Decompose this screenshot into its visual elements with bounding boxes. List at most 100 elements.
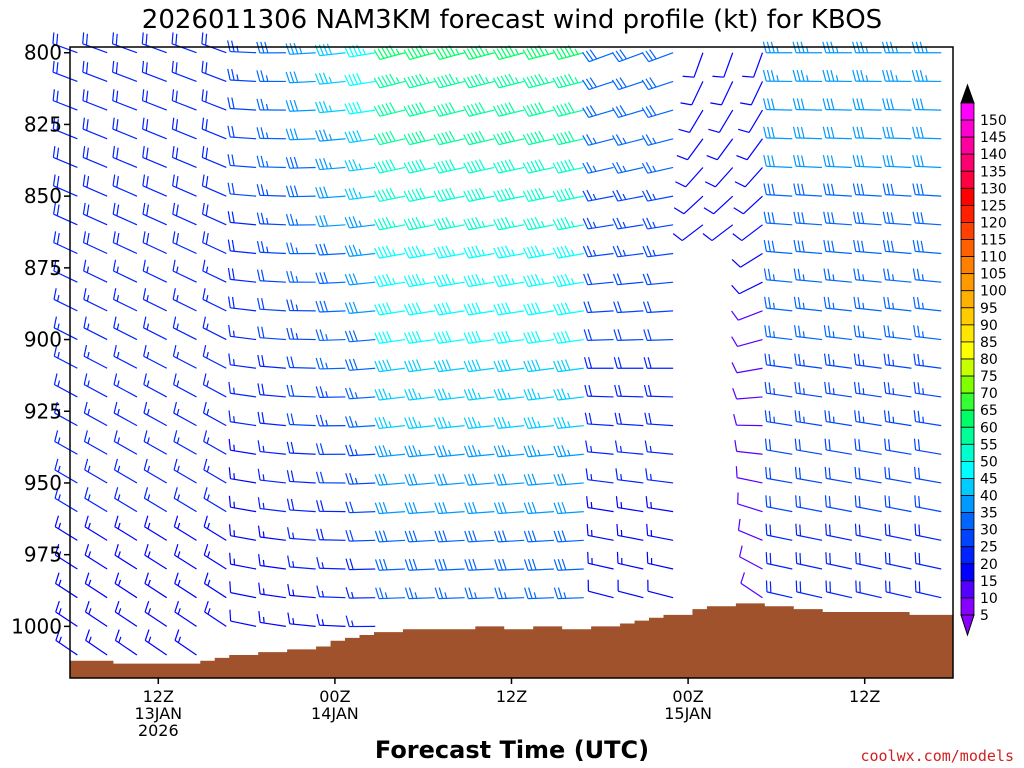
wind-barb xyxy=(344,330,376,343)
wind-barb xyxy=(142,316,167,341)
wind-barb xyxy=(522,130,555,146)
x-axis-label: Forecast Time (UTC) xyxy=(375,736,649,764)
wind-barb xyxy=(172,174,197,197)
wind-barb xyxy=(403,130,435,146)
wind-barb xyxy=(852,154,882,169)
wind-barb xyxy=(463,359,495,373)
wind-barb xyxy=(824,438,852,455)
colorbar-segment xyxy=(960,187,975,206)
wind-barb xyxy=(315,329,346,342)
wind-barb xyxy=(374,416,406,429)
wind-barb xyxy=(854,466,882,484)
wind-barb xyxy=(228,524,257,541)
colorbar-segment xyxy=(960,392,975,411)
wind-barb xyxy=(523,530,555,543)
wind-barb xyxy=(583,301,614,314)
colorbar-label: 45 xyxy=(980,471,998,487)
colorbar-segment xyxy=(960,409,975,428)
wind-barb xyxy=(792,69,823,83)
x-tick-label: 12Z xyxy=(143,687,174,706)
wind-barb xyxy=(344,301,376,314)
wind-barb xyxy=(739,81,764,106)
colorbar-segment xyxy=(960,426,975,445)
wind-barb xyxy=(553,445,584,458)
wind-barb xyxy=(113,344,138,369)
colorbar-bottom-arrow xyxy=(960,614,975,637)
wind-barb xyxy=(315,414,346,427)
wind-barb xyxy=(54,430,78,455)
wind-barb xyxy=(614,412,644,427)
wind-barb xyxy=(344,187,376,201)
wind-barb xyxy=(795,523,823,541)
wind-barb xyxy=(794,466,823,484)
wind-barb xyxy=(345,529,376,542)
wind-barb xyxy=(822,126,852,140)
wind-barb xyxy=(794,381,823,398)
wind-barb xyxy=(611,49,644,63)
wind-barb xyxy=(882,98,912,111)
wind-barb xyxy=(227,97,257,111)
plot-area: 800825850875900925950975100012Z13JAN2026… xyxy=(11,32,954,740)
wind-barb xyxy=(344,387,376,400)
wind-barb xyxy=(494,587,525,600)
wind-barb xyxy=(672,224,704,242)
wind-barb xyxy=(84,572,108,599)
wind-barb xyxy=(822,69,852,83)
wind-barb xyxy=(914,523,942,541)
wind-barb xyxy=(731,362,763,374)
wind-barb xyxy=(612,245,644,258)
wind-barb xyxy=(731,252,763,268)
wind-barb xyxy=(55,600,78,627)
wind-barb xyxy=(552,330,584,344)
wind-barb xyxy=(201,89,227,111)
y-tick-label: 925 xyxy=(24,399,62,423)
wind-barb xyxy=(52,60,78,82)
wind-barb xyxy=(227,182,257,197)
wind-barb xyxy=(852,98,882,111)
wind-barb xyxy=(795,580,823,599)
wind-barb xyxy=(765,466,793,484)
wind-barb xyxy=(493,302,525,316)
wind-barb xyxy=(314,72,346,85)
wind-barb xyxy=(552,302,584,316)
wind-barb xyxy=(316,528,346,541)
colorbar-segment xyxy=(960,529,975,548)
wind-barb xyxy=(493,445,525,458)
wind-barb xyxy=(552,159,584,174)
wind-barb xyxy=(144,544,168,570)
wind-barb xyxy=(730,310,763,321)
wind-barb xyxy=(434,501,465,515)
wind-barb xyxy=(227,40,257,54)
wind-barb xyxy=(644,412,674,427)
wind-barb xyxy=(493,216,525,231)
y-tick-label: 875 xyxy=(24,256,62,280)
wind-barb xyxy=(227,239,257,255)
wind-barb xyxy=(552,130,584,146)
wind-barb xyxy=(404,530,435,543)
colorbar-label: 90 xyxy=(980,318,998,334)
wind-barb xyxy=(173,458,197,484)
wind-barb xyxy=(523,330,555,344)
wind-barb xyxy=(613,357,644,369)
wind-barb xyxy=(53,288,78,312)
wind-barb xyxy=(524,587,554,600)
wind-barb xyxy=(611,77,644,91)
colorbar-segment xyxy=(960,239,975,258)
wind-barb xyxy=(853,353,882,369)
wind-barb xyxy=(315,357,346,370)
wind-barb xyxy=(612,273,644,286)
wind-barb xyxy=(765,552,793,570)
wind-barb xyxy=(374,388,406,401)
wind-barb xyxy=(613,301,644,314)
wind-barb xyxy=(83,401,108,427)
wind-barb xyxy=(734,440,763,455)
wind-barb xyxy=(202,259,227,283)
wind-barb xyxy=(795,495,823,513)
wind-barb xyxy=(794,410,823,427)
wind-barb xyxy=(552,245,584,259)
colorbar-segment xyxy=(960,495,975,513)
x-tick-label: 00Z xyxy=(319,687,350,706)
wind-barb xyxy=(708,109,734,133)
wind-barb xyxy=(403,73,435,89)
wind-barb xyxy=(852,126,882,140)
